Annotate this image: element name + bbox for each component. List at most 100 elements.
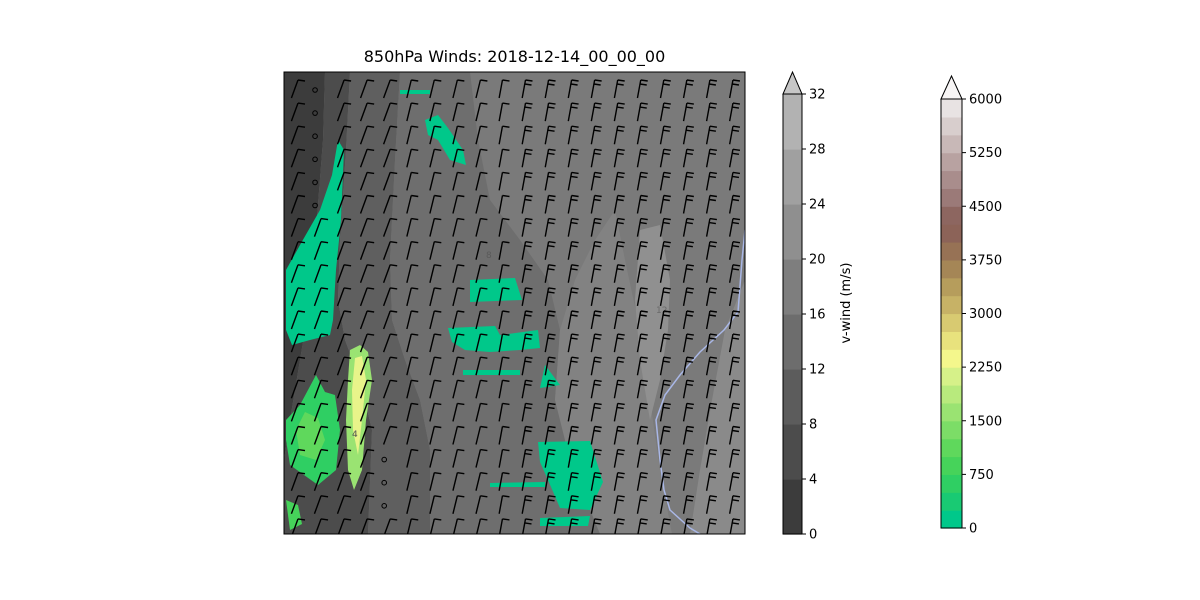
terrain-colorbar-segment <box>941 170 962 189</box>
wind-barb <box>313 287 329 307</box>
wind-barb <box>705 79 717 99</box>
wind-barb <box>636 472 648 491</box>
wind-barb <box>728 241 741 260</box>
wind-barb <box>659 264 671 283</box>
wind-barb <box>659 495 671 514</box>
wind-barb <box>498 148 510 168</box>
wind-barb <box>705 448 717 468</box>
wind-barb <box>359 241 375 260</box>
wind-barb <box>406 171 419 191</box>
wind-barb <box>290 217 306 237</box>
wind-barb <box>290 333 306 353</box>
wind-barb <box>636 310 648 330</box>
terrain-patch-mid-3 <box>540 365 560 388</box>
wind-barb <box>567 310 579 330</box>
wind-barb <box>613 148 625 168</box>
calm-wind-marker <box>312 110 318 116</box>
wind-barb <box>521 217 533 237</box>
terrain-colorbar-tick: 0 <box>962 522 977 537</box>
wind-barb <box>475 241 488 260</box>
wind-barb <box>544 241 556 260</box>
wind-barb <box>359 356 375 376</box>
wind-barb <box>613 241 625 260</box>
wind-barb <box>382 194 398 214</box>
wind-barb <box>682 448 694 468</box>
wind-barb <box>382 241 398 260</box>
wind-barb <box>636 241 648 260</box>
vwind-colorbar-segment <box>783 369 802 425</box>
wind-barb <box>544 495 556 514</box>
terrain-colorbar: 0 750 1500 2250 3000 3750 4500 5250 6000 <box>940 74 1002 537</box>
wind-barb <box>590 472 602 491</box>
wind-barb <box>659 425 671 445</box>
wind-barb <box>359 448 375 468</box>
wind-barb <box>705 287 717 307</box>
wind-barb <box>613 448 625 468</box>
wind-barb <box>290 194 306 214</box>
wind-barb <box>659 217 671 237</box>
wind-barb <box>590 217 602 237</box>
wind-barb <box>336 448 352 468</box>
wind-barb <box>728 402 741 422</box>
wind-barb <box>336 125 352 145</box>
wind-barb <box>359 425 375 445</box>
wind-barb <box>682 217 694 237</box>
terrain-colorbar-tick-label: 3750 <box>969 253 1002 268</box>
terrain-colorbar-segment <box>941 134 962 154</box>
terrain-colorbar-tick: 5250 <box>962 146 1002 161</box>
wind-barb <box>682 333 694 353</box>
wind-barb <box>567 402 579 422</box>
wind-barb <box>429 425 442 445</box>
wind-barb <box>682 425 694 445</box>
wind-barb <box>705 356 717 376</box>
wind-barb <box>382 333 398 353</box>
wind-barb <box>475 79 488 99</box>
wind-barb <box>659 125 671 145</box>
wind-barb <box>728 264 741 283</box>
wind-barb <box>544 79 556 99</box>
wind-barb <box>498 264 510 283</box>
wind-barb <box>498 241 510 260</box>
wind-barb <box>313 425 329 445</box>
wind-barb <box>336 310 352 330</box>
wind-barb <box>452 310 465 330</box>
wind-barb <box>382 148 398 168</box>
wind-barb <box>498 425 510 445</box>
wind-barb <box>682 310 694 330</box>
terrain-colorbar-segment <box>941 474 962 493</box>
wind-barb <box>498 333 510 353</box>
terrain-colorbar-segment <box>941 331 962 350</box>
wind-barb <box>567 356 579 376</box>
wind-barb <box>728 125 741 145</box>
wind-barb <box>429 310 442 330</box>
wind-barb <box>475 402 488 422</box>
wind-barb <box>313 217 329 237</box>
wind-barb <box>636 379 648 399</box>
wind-barb <box>521 264 533 283</box>
vwind-colorbar-tick: 32 <box>802 88 826 103</box>
wind-barb <box>659 171 671 191</box>
wind-barb <box>567 472 579 491</box>
wind-barb <box>567 333 579 353</box>
wind-barb <box>498 402 510 422</box>
wind-barb <box>521 356 533 376</box>
vwind-colorbar-extend-arrow <box>782 70 803 95</box>
wind-barb <box>590 356 602 376</box>
wind-barb <box>728 472 741 491</box>
map-frame <box>283 71 746 535</box>
wind-barb <box>406 217 419 237</box>
wind-barb <box>682 79 694 99</box>
terrain-patch-north-small <box>400 90 430 94</box>
wind-barb <box>636 448 648 468</box>
wind-barb <box>613 379 625 399</box>
vwind-colorbar-tick-label: 12 <box>809 363 826 378</box>
terrain-colorbar-tick: 2250 <box>962 361 1002 376</box>
terrain-colorbar-segment <box>941 438 962 458</box>
terrain-colorbar-segment <box>941 510 962 529</box>
wind-barb <box>544 379 556 399</box>
wind-barb <box>613 102 625 122</box>
wind-barb <box>613 310 625 330</box>
wind-barb <box>429 171 442 191</box>
wind-barb <box>613 425 625 445</box>
wind-barb <box>359 194 375 214</box>
